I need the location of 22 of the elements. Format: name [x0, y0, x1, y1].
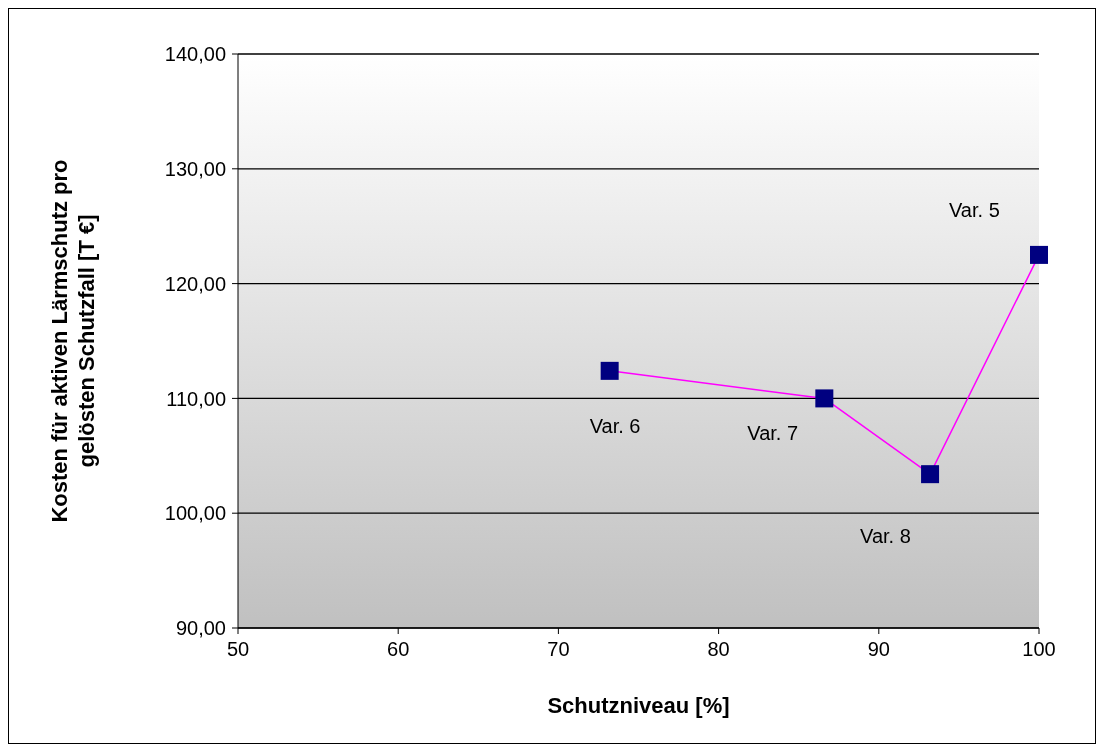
annotation: Var. 5	[949, 198, 1000, 221]
x-tick-label: 100	[1022, 638, 1056, 661]
y-tick-label: 110,00	[166, 387, 226, 410]
y-axis-title: Kosten für aktiven Lärmschutz pro gelösten Schutzfall [T €]	[47, 159, 99, 523]
y-tick-label: 90,00	[175, 617, 226, 640]
point	[600, 361, 619, 380]
x-tick-label: 70	[547, 638, 570, 661]
annotation: Var. 8	[860, 525, 911, 548]
y-tick-label: 120,00	[164, 272, 226, 295]
point	[1030, 245, 1048, 264]
x-axis-title: Schutzniveau [%]	[547, 693, 730, 718]
x-tick-label: 60	[387, 638, 410, 661]
annotation: Var. 7	[747, 422, 799, 445]
x-tick-label: 90	[867, 638, 890, 661]
point	[815, 389, 834, 408]
point	[921, 465, 940, 484]
y-tick-label: 100,00	[164, 502, 226, 525]
y-tick-label: 140,00	[164, 43, 226, 66]
x-tick-label: 80	[707, 638, 730, 661]
y-tick-label: 130,00	[164, 157, 226, 180]
x-tick-label: 50	[226, 638, 250, 661]
annotation: Var. 6	[589, 414, 641, 437]
